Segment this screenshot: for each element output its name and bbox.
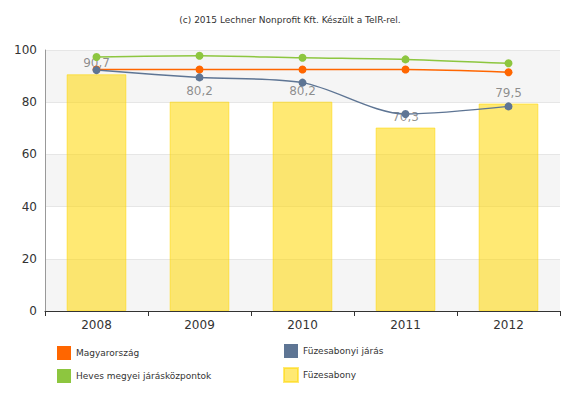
svg-text:70,3: 70,3 <box>392 110 419 124</box>
svg-text:Magyarország: Magyarország <box>76 348 139 358</box>
svg-text:2010: 2010 <box>287 318 318 332</box>
svg-text:2011: 2011 <box>390 318 421 332</box>
svg-text:80,2: 80,2 <box>289 83 316 98</box>
svg-text:Heves megyei járásközpontok: Heves megyei járásközpontok <box>76 371 212 381</box>
svg-text:20: 20 <box>22 252 37 266</box>
svg-text:100: 100 <box>14 43 37 57</box>
svg-text:79,5: 79,5 <box>495 86 522 100</box>
svg-text:2012: 2012 <box>493 318 524 332</box>
svg-text:60: 60 <box>22 147 37 161</box>
svg-text:40: 40 <box>22 200 37 214</box>
svg-text:90,7: 90,7 <box>83 56 110 71</box>
svg-text:0: 0 <box>29 304 37 318</box>
svg-text:2009: 2009 <box>184 318 215 332</box>
svg-text:Füzesabonyi járás: Füzesabonyi járás <box>303 346 384 356</box>
svg-text:Füzesabony: Füzesabony <box>303 370 357 380</box>
svg-text:80: 80 <box>22 95 37 109</box>
svg-text:2008: 2008 <box>81 318 112 332</box>
svg-text:(c) 2015 Lechner Nonprofit Kft: (c) 2015 Lechner Nonprofit Kft. Készült … <box>179 15 400 25</box>
svg-text:80,2: 80,2 <box>186 84 213 98</box>
